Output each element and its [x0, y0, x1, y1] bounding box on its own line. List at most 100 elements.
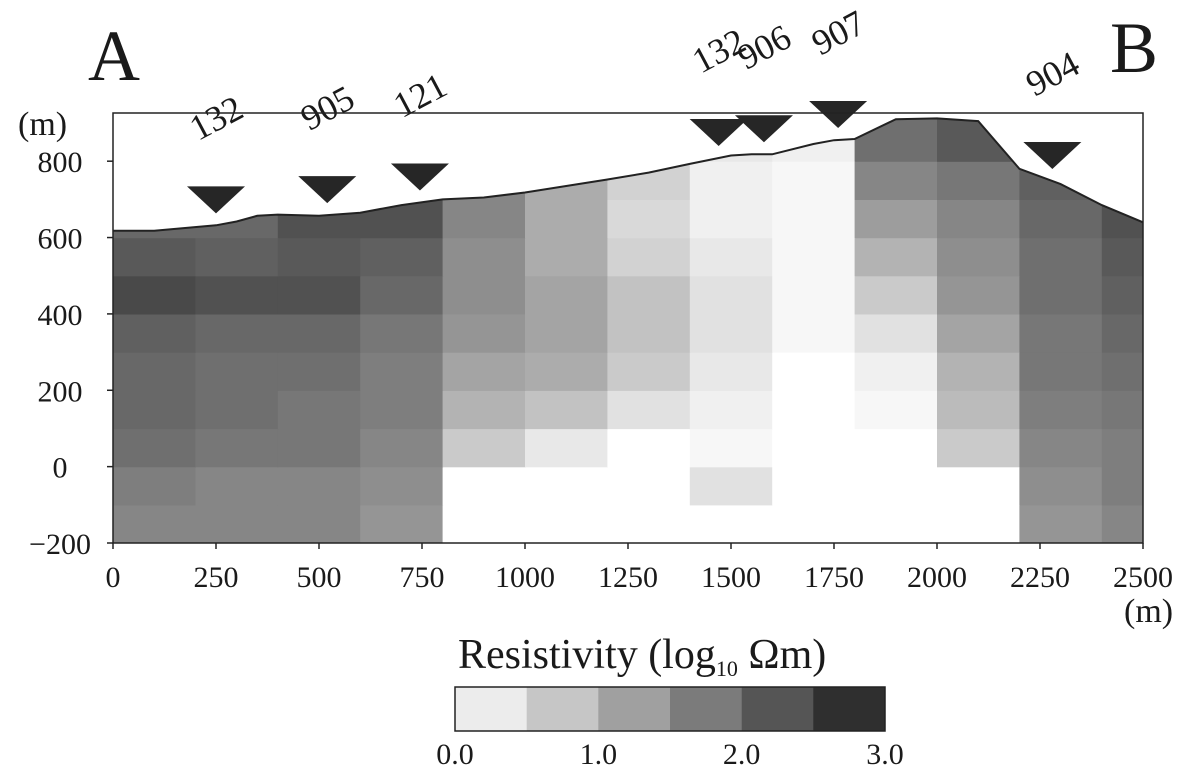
model-cell: [1019, 390, 1103, 430]
model-cell: [442, 504, 526, 544]
model-cell: [689, 466, 773, 506]
model-cell: [277, 466, 361, 506]
model-cell: [277, 313, 361, 353]
model-cell: [937, 466, 1020, 506]
model-cell: [689, 237, 773, 277]
model-cell: [1101, 390, 1143, 430]
model-cell: [1019, 428, 1103, 468]
model-cell: [195, 428, 279, 468]
model-cell: [442, 390, 526, 430]
model-cell: [1101, 199, 1143, 239]
colorbar-title-unit: Ωm): [738, 632, 826, 678]
model-cell: [277, 237, 361, 277]
colorbar-tick-label: 2.0: [723, 738, 761, 771]
model-cell: [195, 504, 279, 544]
x-tick-label: 750: [400, 561, 445, 594]
x-tick-label: 2250: [1010, 561, 1070, 594]
model-cell: [195, 313, 279, 353]
x-axis: 0 250 500 750 1000 1250 1500 1750 2000 2250 2500: [106, 543, 1173, 594]
model-cell: [277, 199, 361, 239]
model-cell: [442, 237, 526, 277]
station-label: 121: [387, 65, 453, 126]
model-cell: [1101, 161, 1143, 200]
model-cell: [277, 275, 361, 315]
section-start-label: A: [88, 16, 140, 96]
x-tick-label: 500: [297, 561, 342, 594]
model-cell: [689, 275, 773, 315]
x-tick-label: 1250: [598, 561, 658, 594]
model-cell: [360, 352, 444, 391]
colorbar: 0.0 1.0 2.0 3.0: [436, 686, 904, 771]
model-cell: [937, 504, 1020, 544]
model-cell: [854, 428, 938, 468]
colorbar-swatch: [670, 687, 743, 731]
model-cell: [360, 275, 444, 315]
colorbar-tick-label: 1.0: [580, 738, 618, 771]
model-cell: [607, 428, 691, 468]
model-cell: [113, 199, 196, 239]
model-cell: [689, 504, 773, 544]
model-cell: [854, 390, 938, 430]
model-cell: [525, 466, 608, 506]
model-cell: [607, 466, 691, 506]
model-cell: [525, 275, 608, 315]
model-cell: [277, 504, 361, 544]
colorbar-tick-label: 0.0: [436, 738, 474, 771]
y-tick-label: 0: [53, 452, 68, 485]
model-cell: [937, 390, 1020, 430]
model-cell: [607, 352, 691, 391]
model-cell: [689, 161, 773, 200]
colorbar-title-text: Resistivity (log: [458, 632, 716, 678]
model-cell: [195, 237, 279, 277]
y-axis: −200 0 200 400 600 800: [29, 146, 113, 561]
station-label: 132: [183, 88, 249, 149]
model-cell: [854, 161, 938, 200]
model-cell: [525, 313, 608, 353]
model-cell: [525, 237, 608, 277]
model-cell: [360, 237, 444, 277]
station-marker-icon: [187, 186, 245, 214]
model-cell: [607, 390, 691, 430]
model-cell: [854, 275, 938, 315]
station-marker-icon: [298, 176, 357, 204]
model-cell: [937, 313, 1020, 353]
model-cell: [1019, 237, 1103, 277]
model-cell: [442, 199, 526, 239]
section-end-label: B: [1110, 8, 1158, 88]
y-tick-label: 600: [38, 223, 83, 256]
model-cell: [1019, 466, 1103, 506]
model-cell: [854, 237, 938, 277]
model-cell: [1101, 313, 1143, 353]
station-label: 906: [731, 17, 797, 78]
model-cell: [442, 275, 526, 315]
model-cell: [607, 504, 691, 544]
model-cell: [360, 390, 444, 430]
colorbar-swatch: [598, 687, 671, 731]
colorbar-swatch: [741, 687, 814, 731]
model-cell: [1101, 352, 1143, 391]
surface-profile-line: [113, 117, 1144, 232]
model-cell: [1019, 352, 1103, 391]
x-tick-label: 0: [106, 561, 121, 594]
model-cell: [277, 352, 361, 391]
model-cell: [442, 313, 526, 353]
model-cell: [689, 428, 773, 468]
model-cell: [1101, 466, 1143, 506]
model-cell: [772, 428, 856, 468]
model-cell: [937, 199, 1020, 239]
model-cell: [360, 466, 444, 506]
model-cell: [1019, 275, 1103, 315]
model-cell: [525, 390, 608, 430]
model-cell: [689, 390, 773, 430]
y-tick-label: 200: [38, 375, 83, 408]
model-cell: [442, 466, 526, 506]
model-cell: [689, 352, 773, 391]
resistivity-model: [113, 118, 1143, 544]
station-marker-icon: [390, 163, 449, 191]
model-cell: [607, 275, 691, 315]
model-cell: [277, 428, 361, 468]
model-cell: [113, 428, 196, 468]
model-cell: [772, 275, 856, 315]
model-cell: [1019, 504, 1103, 544]
